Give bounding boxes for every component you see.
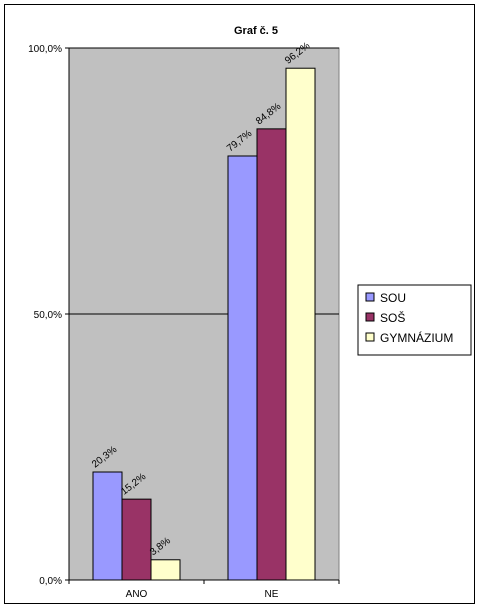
bar-ano-0 [92,471,123,581]
bar-ne-0 [227,155,258,581]
legend-label: SOŠ [380,310,405,325]
legend-box [357,284,472,356]
bar-ano-2 [150,559,181,581]
x-tick-label: NE [265,589,279,600]
y-tick-label: 0,0% [39,576,62,587]
bar-ano-1 [121,498,152,581]
legend-swatch [365,312,375,322]
bar-ne-2 [285,67,316,581]
chart-title: Graf č. 5 [234,25,278,37]
legend-swatch [365,332,375,342]
legend: SOU SOŠ GYMNÁZIUM [357,284,472,356]
legend-swatch [365,292,375,302]
legend-label: GYMNÁZIUM [380,330,453,345]
bar-ne-1 [256,128,287,581]
legend-label: SOU [380,291,406,305]
x-tick-label: ANO [126,589,148,600]
y-tick-label: 100,0% [28,44,62,55]
y-tick-label: 50,0% [34,310,62,321]
